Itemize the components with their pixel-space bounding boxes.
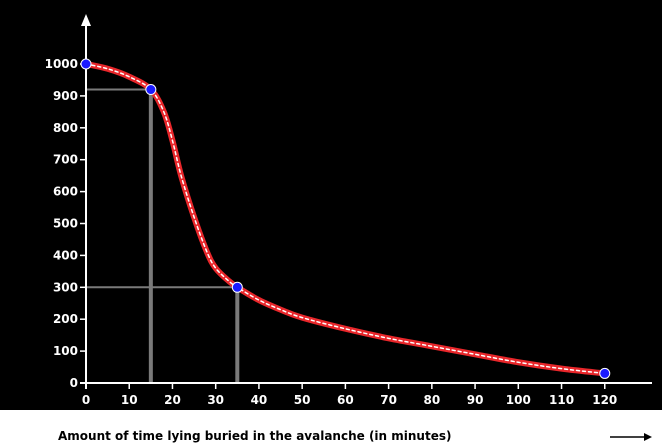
y-tick-label: 400 [53, 248, 78, 262]
x-tick-label: 60 [337, 393, 354, 407]
y-axis-ticks: 0 100 200 300 400 500 600 700 800 900 1000 [45, 57, 86, 390]
data-point [599, 367, 611, 379]
y-tick-label: 300 [53, 280, 78, 294]
chart-background [0, 0, 662, 410]
y-tick-label: 200 [53, 312, 78, 326]
y-tick-label: 100 [53, 344, 78, 358]
x-tick-label: 100 [506, 393, 531, 407]
x-tick-label: 80 [423, 393, 440, 407]
data-point [80, 58, 92, 70]
y-tick-label: 700 [53, 153, 78, 167]
y-tick-label: 500 [53, 217, 78, 231]
y-tick-label: 600 [53, 185, 78, 199]
y-tick-label: 1000 [45, 57, 78, 71]
series-line-highlight [85, 63, 606, 375]
axes [80, 14, 652, 441]
x-axis-ticks: 0 10 20 30 40 50 60 70 80 90 100 110 120 [82, 383, 617, 407]
x-axis-label: Amount of time lying buried in the avala… [58, 429, 451, 443]
x-tick-label: 110 [549, 393, 574, 407]
x-tick-label: 50 [294, 393, 311, 407]
x-tick-label: 120 [592, 393, 617, 407]
x-tick-label: 90 [467, 393, 484, 407]
y-tick-label: 900 [53, 89, 78, 103]
reference-lines [86, 88, 240, 383]
data-point [145, 84, 157, 96]
y-axis-label: Likelihood of survival (per 1000) [9, 103, 23, 323]
x-tick-label: 10 [121, 393, 138, 407]
y-tick-label: 800 [53, 121, 78, 135]
highlighted-points [80, 58, 611, 379]
y-axis-arrow [81, 14, 91, 26]
data-point [231, 281, 243, 293]
x-axis-label-arrow-head [644, 433, 652, 441]
x-tick-label: 20 [164, 393, 181, 407]
x-tick-label: 70 [380, 393, 397, 407]
x-tick-label: 30 [207, 393, 224, 407]
series-group [83, 61, 608, 377]
x-tick-label: 0 [82, 393, 90, 407]
y-tick-label: 0 [70, 376, 78, 390]
x-tick-label: 40 [251, 393, 268, 407]
